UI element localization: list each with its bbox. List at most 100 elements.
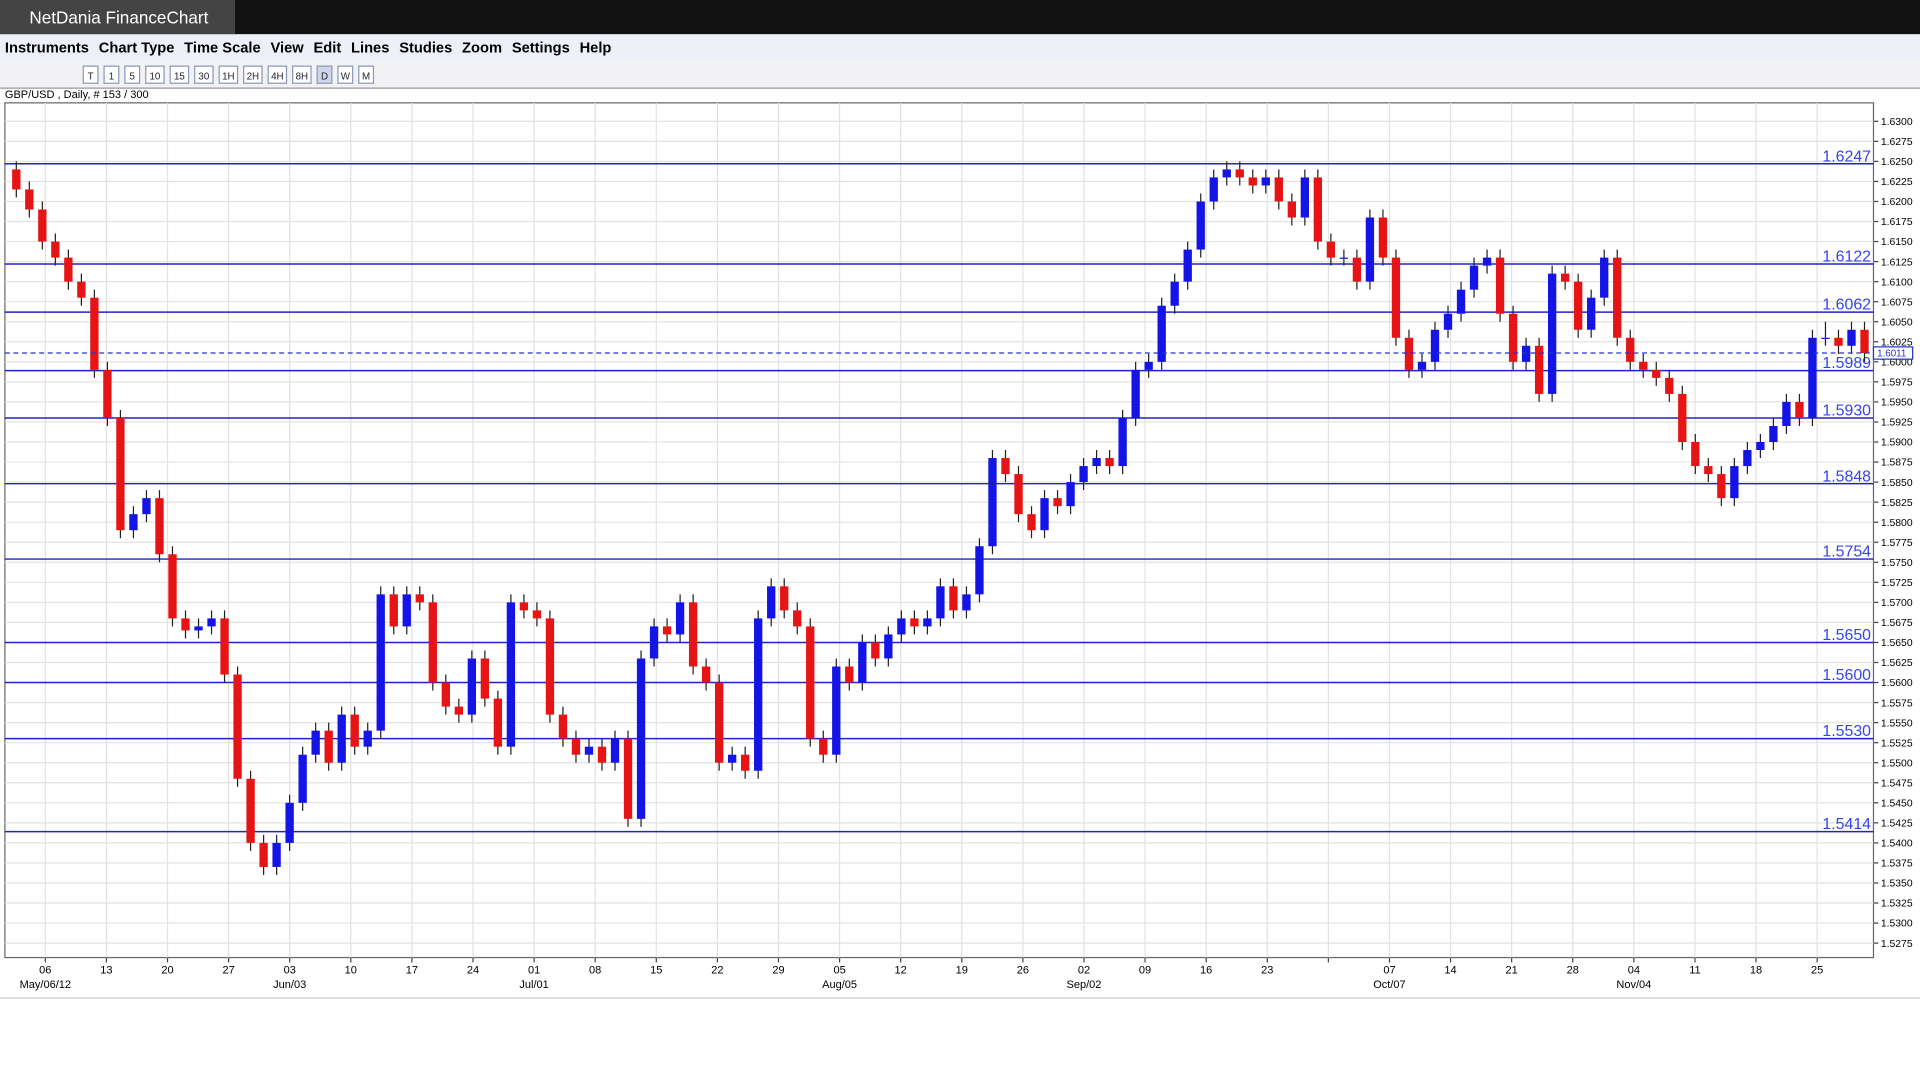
x-tick-label: 09 (1139, 964, 1151, 976)
y-tick-label: 1.5775 (1881, 538, 1913, 549)
menu-item[interactable]: Zoom (462, 41, 502, 57)
x-tick-label: 19 (956, 964, 968, 976)
y-tick-label: 1.5925 (1881, 418, 1913, 429)
toolbar-button-label[interactable]: 15 (174, 72, 185, 83)
y-tick-label: 1.6100 (1881, 277, 1913, 288)
toolbar-button-label[interactable]: 4H (271, 72, 284, 83)
toolbar-button[interactable] (145, 65, 165, 84)
candle-body (923, 618, 932, 627)
x-tick-label: 14 (1444, 964, 1456, 976)
toolbar-button-label[interactable]: 8H (296, 72, 309, 83)
toolbar-button-label[interactable]: 2H (247, 72, 260, 83)
x-month-label: Oct/07 (1373, 979, 1405, 991)
y-tick-label: 1.5675 (1881, 618, 1913, 629)
candle-body (1352, 257, 1362, 282)
candle-body (1639, 361, 1648, 370)
candle-body (532, 610, 542, 619)
candle-body (1157, 305, 1166, 362)
x-tick-label: 29 (772, 964, 784, 976)
toolbar-button[interactable] (103, 65, 120, 84)
toolbar-button-label[interactable]: W (341, 72, 351, 83)
menu-item[interactable]: Edit (313, 41, 341, 57)
toolbar-button[interactable] (169, 65, 190, 84)
toolbar-button-label[interactable]: M (362, 72, 370, 83)
candle-body (675, 602, 685, 635)
candle-body (597, 746, 607, 763)
y-tick-label: 1.5575 (1881, 698, 1913, 709)
candle-body (975, 546, 984, 595)
toolbar-button[interactable] (267, 65, 288, 84)
toolbar-button-label[interactable]: 1H (222, 72, 235, 83)
toolbar-button[interactable] (124, 65, 141, 84)
candle-body (1730, 466, 1739, 499)
toolbar-button[interactable] (358, 65, 375, 84)
menu-item[interactable]: Lines (351, 41, 389, 57)
menu-item[interactable]: Instruments (5, 41, 89, 57)
y-tick-label: 1.5725 (1881, 578, 1913, 589)
toolbar-button[interactable] (82, 65, 99, 84)
menu-item[interactable]: Time Scale (184, 41, 260, 57)
x-month-label: Jun/03 (273, 979, 306, 991)
toolbar-button[interactable] (316, 65, 333, 84)
x-tick-label: 02 (1078, 964, 1090, 976)
candle-body (103, 369, 112, 418)
candle-body (337, 714, 346, 763)
candle-body (1469, 265, 1479, 290)
toolbar-button-label[interactable]: T (88, 72, 94, 83)
candle-body (1235, 169, 1244, 178)
x-tick-label: 17 (406, 964, 418, 976)
candle-body (962, 594, 971, 611)
level-label: 1.5930 (1822, 403, 1871, 420)
menu-item[interactable]: Settings (512, 41, 570, 57)
toolbar-button[interactable] (243, 65, 263, 84)
candle-body (1587, 297, 1596, 330)
toolbar-button[interactable] (292, 65, 312, 84)
x-month-label: Nov/04 (1616, 979, 1651, 991)
footer (0, 997, 1920, 1080)
candle-body (897, 618, 906, 635)
menu-bar (0, 34, 1920, 62)
candle-body (220, 618, 229, 675)
candle-body (936, 586, 945, 619)
menu-item[interactable]: Help (580, 41, 612, 57)
candle-body (1613, 257, 1622, 338)
x-tick-label: 23 (1261, 964, 1273, 976)
toolbar-button[interactable] (218, 65, 239, 84)
y-tick-label: 1.5425 (1881, 819, 1913, 830)
candle-body (819, 738, 828, 755)
candle-body (1053, 498, 1062, 507)
candle-body (1756, 442, 1765, 451)
y-tick-label: 1.6200 (1881, 197, 1913, 208)
toolbar-button-label[interactable]: 5 (130, 72, 136, 83)
toolbar-button[interactable] (337, 65, 354, 84)
toolbar-button[interactable] (194, 65, 214, 84)
candle-body (636, 658, 646, 819)
candle-body (1430, 329, 1440, 362)
y-tick-label: 1.5650 (1881, 638, 1913, 649)
menu-item[interactable]: Studies (399, 41, 452, 57)
candle-body (1834, 337, 1843, 346)
toolbar-button-label[interactable]: 30 (198, 72, 209, 83)
candle-body (116, 417, 125, 531)
toolbar-button-label[interactable]: D (321, 72, 328, 83)
y-tick-label: 1.6000 (1881, 358, 1913, 369)
toolbar-button-label[interactable]: 1 (109, 72, 114, 83)
candle-body (1547, 273, 1557, 394)
menu-item[interactable]: Chart Type (99, 41, 175, 57)
candle-body (1652, 369, 1661, 378)
candle-body (741, 754, 750, 771)
y-tick-label: 1.5850 (1881, 478, 1913, 489)
x-tick-label: 10 (345, 964, 357, 976)
candle-body (181, 618, 190, 631)
candle-body (1456, 289, 1466, 314)
candle-body (1417, 361, 1427, 370)
candle-body (1144, 361, 1153, 370)
x-tick-label: 16 (1200, 964, 1212, 976)
menu-item[interactable]: View (270, 41, 304, 57)
candle-body (1131, 369, 1140, 418)
toolbar-button-label[interactable]: 10 (149, 72, 160, 83)
candle-body (1378, 217, 1388, 258)
candle-body (1300, 177, 1310, 218)
candle-body (12, 169, 21, 190)
x-tick-label: 13 (100, 964, 112, 976)
